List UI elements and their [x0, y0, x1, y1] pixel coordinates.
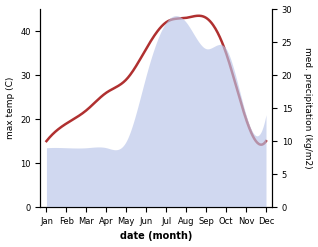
Y-axis label: max temp (C): max temp (C) — [5, 77, 15, 139]
X-axis label: date (month): date (month) — [120, 231, 192, 242]
Y-axis label: med. precipitation (kg/m2): med. precipitation (kg/m2) — [303, 47, 313, 169]
